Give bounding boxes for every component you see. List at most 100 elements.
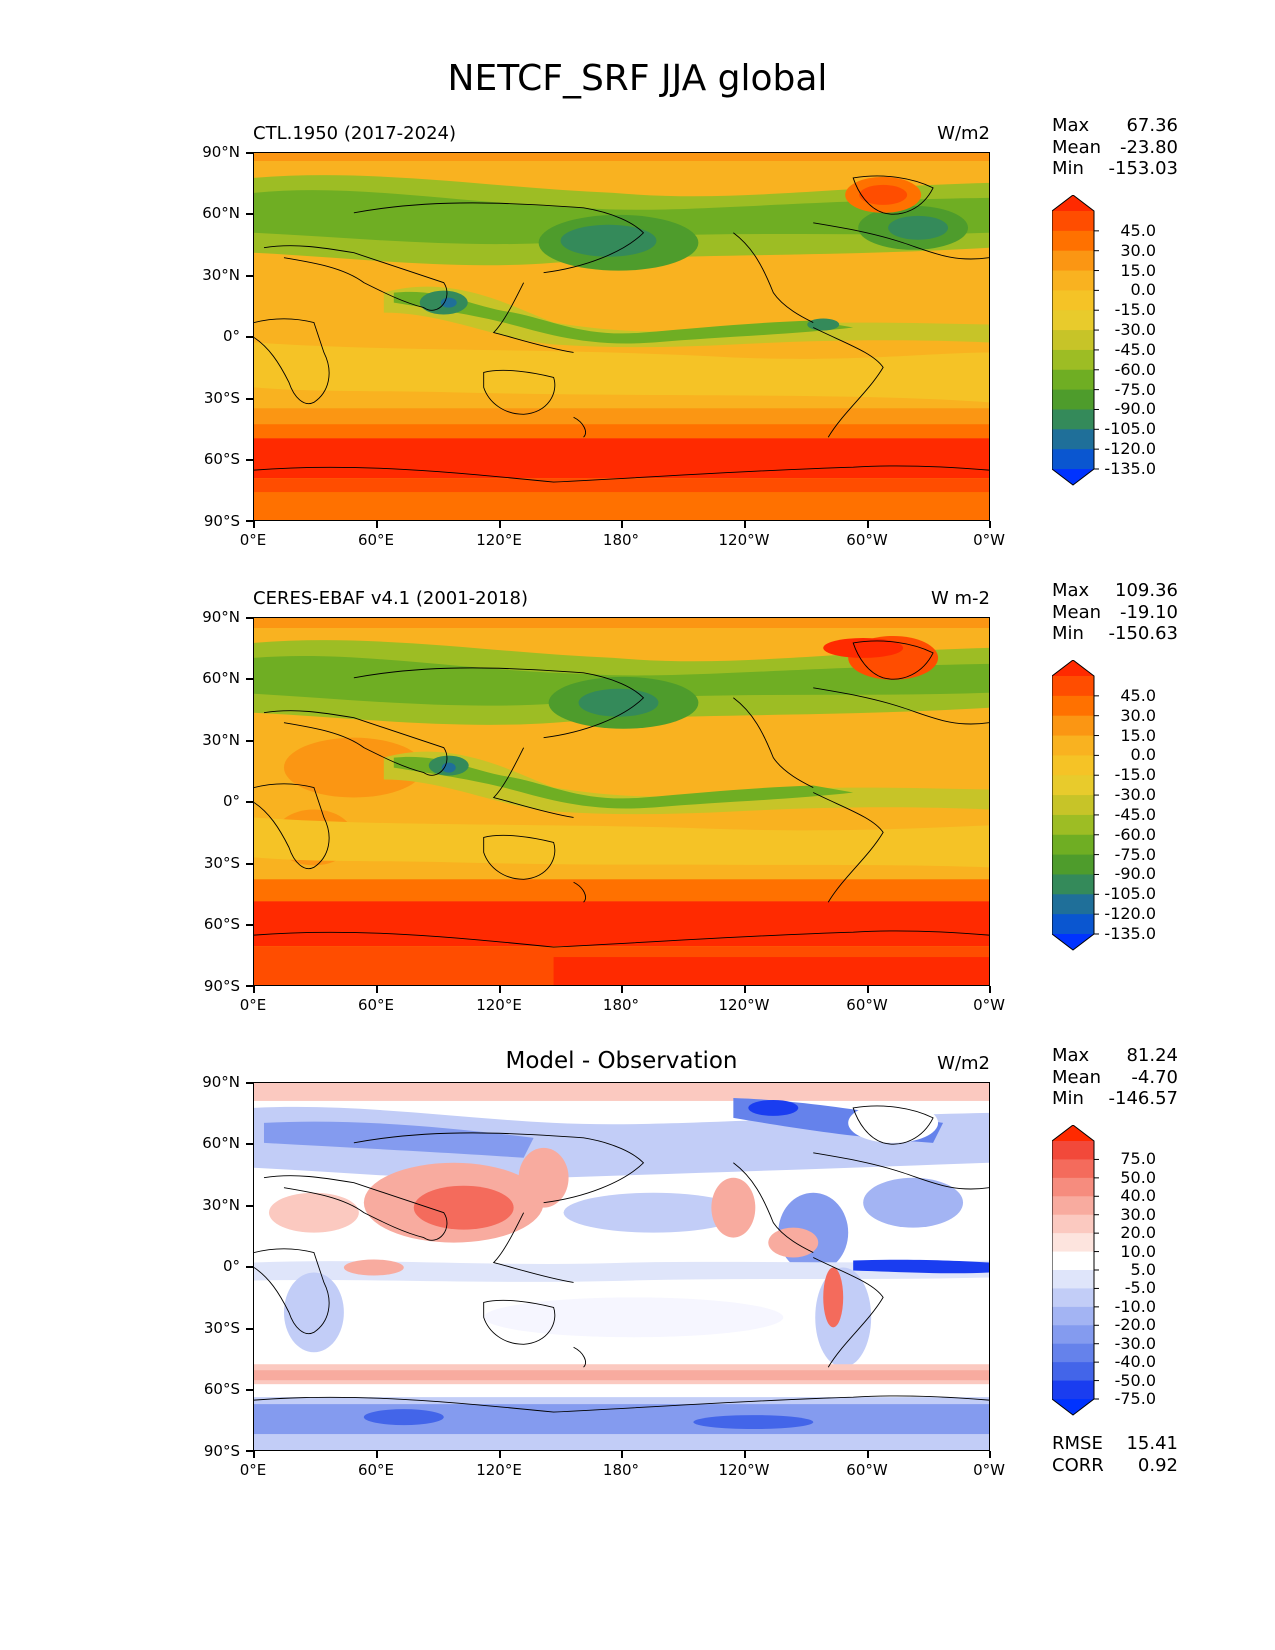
- colorbar-bin: [1052, 1362, 1094, 1382]
- lat-label-60n: 60°N: [202, 1134, 240, 1152]
- lat-label-90n: 90°N: [202, 143, 240, 161]
- lon-label-120w: 120°W: [718, 1461, 770, 1479]
- colorbar-bin: [1052, 854, 1094, 875]
- coastlines: [254, 640, 989, 948]
- min-label: Min: [1052, 158, 1084, 179]
- colorbar-bin: [1052, 330, 1094, 351]
- max-value: 81.24: [1126, 1045, 1178, 1066]
- colorbar-level-label: -15.0: [1114, 300, 1156, 320]
- lon-label-60e: 60°E: [357, 1461, 395, 1479]
- colorbar-bin: [1052, 1325, 1094, 1345]
- lat-tick: [246, 152, 253, 154]
- max-value: 109.36: [1115, 580, 1178, 601]
- colorbar-level-label: 15.0: [1120, 260, 1156, 280]
- max-label: Max: [1052, 1045, 1090, 1066]
- model-map[interactable]: [253, 152, 990, 521]
- colorbar-extend-bottom: [1052, 469, 1094, 485]
- lat-tick: [246, 678, 253, 680]
- min-value: -153.03: [1108, 158, 1178, 179]
- lon-tick: [621, 521, 623, 528]
- colorbar-level-label: -60.0: [1114, 824, 1156, 844]
- colorbar-level-label: -30.0: [1114, 785, 1156, 805]
- colorbar-extend-top: [1052, 1125, 1094, 1141]
- lon-label-0w: 0°W: [973, 996, 1005, 1014]
- colorbar-bin: [1052, 735, 1094, 756]
- colorbar-level-label: 0.0: [1130, 280, 1156, 300]
- colorbar-level-label: -50.0: [1114, 1370, 1156, 1390]
- colorbar-level-label: 75.0: [1120, 1149, 1156, 1169]
- colorbar-bin: [1052, 1270, 1094, 1289]
- lon-tick: [867, 986, 869, 993]
- colorbar-graphic: [1052, 1125, 1099, 1416]
- colorbar-extend-bottom: [1052, 934, 1094, 950]
- rmse-value: 15.41: [1126, 1433, 1178, 1454]
- lon-tick: [989, 986, 991, 993]
- colorbar-bin: [1052, 449, 1094, 470]
- lat-label-60s: 60°S: [203, 915, 240, 933]
- lon-label-60e: 60°E: [357, 531, 395, 549]
- lat-label-30s: 30°S: [203, 389, 240, 407]
- lat-tick: [246, 801, 253, 803]
- colorbar-bin: [1052, 1196, 1094, 1216]
- lon-tick: [989, 1451, 991, 1458]
- lat-label-90n: 90°N: [202, 608, 240, 626]
- colorbar-level-label: -10.0: [1114, 1296, 1156, 1316]
- lat-tick: [246, 740, 253, 742]
- model-panel-title: CTL.1950 (2017-2024): [253, 123, 457, 144]
- observation-panel: CERES-EBAF v4.1 (2001-2018) W m-2: [0, 465, 1275, 1014]
- mean-value: -19.10: [1119, 601, 1178, 623]
- lon-label-60w: 60°W: [846, 1461, 888, 1479]
- lat-tick: [246, 398, 253, 400]
- colorbar-bin: [1052, 874, 1094, 895]
- colorbar-level-label: 40.0: [1120, 1186, 1156, 1206]
- colorbar-bin: [1052, 1141, 1094, 1160]
- model-stats: Max 67.36 Mean -23.80 Min -153.03: [1052, 115, 1178, 180]
- figure-title: NETCF_SRF JJA global: [447, 58, 828, 99]
- model-panel: CTL.1950 (2017-2024) W/m2: [0, 0, 1275, 549]
- lon-label-180: 180°: [602, 1461, 640, 1479]
- model-map-field: [254, 153, 989, 520]
- lon-label-180: 180°: [602, 531, 640, 549]
- lon-label-0e: 0°E: [239, 1461, 267, 1479]
- max-label: Max: [1052, 580, 1090, 601]
- colorbar-bin: [1052, 270, 1094, 291]
- colorbar-bin: [1052, 1177, 1094, 1197]
- colorbar-level-label: 0.0: [1130, 745, 1156, 765]
- lat-tick: [246, 617, 253, 619]
- lon-label-120e: 120°E: [476, 1461, 522, 1479]
- colorbar-level-label: 10.0: [1120, 1241, 1156, 1261]
- lon-label-120e: 120°E: [476, 531, 522, 549]
- lon-label-120e: 120°E: [476, 996, 522, 1014]
- coastlines: [254, 175, 989, 483]
- colorbar-level-label: -75.0: [1114, 844, 1156, 864]
- colorbar-level-label: -60.0: [1114, 359, 1156, 379]
- colorbar-bin: [1052, 1380, 1094, 1400]
- colorbar-bin: [1052, 715, 1094, 737]
- colorbar-extend-bottom: [1052, 1399, 1094, 1415]
- observation-stats: Max 109.36 Mean -19.10 Min -150.63: [1052, 580, 1178, 645]
- lat-label-60n: 60°N: [202, 204, 240, 222]
- lon-tick: [989, 521, 991, 528]
- lon-tick: [376, 521, 378, 528]
- lon-label-60w: 60°W: [846, 996, 888, 1014]
- lat-tick: [246, 275, 253, 277]
- colorbar-bin: [1052, 1343, 1094, 1363]
- lat-label-30s: 30°S: [203, 1319, 240, 1337]
- colorbar-bin: [1052, 914, 1094, 935]
- colorbar-bin: [1052, 230, 1094, 252]
- difference-metrics: RMSE 15.41 CORR 0.92: [1052, 1433, 1178, 1476]
- difference-map-field: [254, 1083, 989, 1450]
- observation-map-field: [254, 618, 989, 985]
- lon-label-0w: 0°W: [973, 531, 1005, 549]
- observation-units: W m-2: [930, 588, 990, 609]
- observation-map[interactable]: [253, 617, 990, 986]
- colorbar-level-label: -15.0: [1114, 765, 1156, 785]
- difference-panel: Model - Observation W/m2: [0, 930, 1275, 1479]
- lat-label-30s: 30°S: [203, 854, 240, 872]
- lat-tick: [246, 924, 253, 926]
- min-value: -150.63: [1108, 623, 1178, 644]
- colorbar-level-label: -105.0: [1104, 419, 1156, 439]
- difference-map[interactable]: [253, 1082, 990, 1451]
- lon-tick: [867, 521, 869, 528]
- lon-tick: [744, 986, 746, 993]
